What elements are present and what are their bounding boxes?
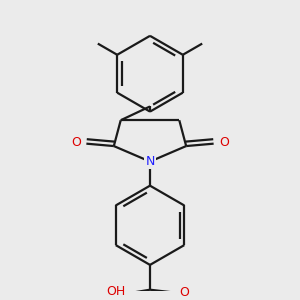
Text: N: N (145, 155, 155, 168)
Text: O: O (219, 136, 229, 149)
Text: OH: OH (106, 285, 125, 298)
Text: O: O (71, 136, 81, 149)
Text: O: O (179, 286, 189, 299)
